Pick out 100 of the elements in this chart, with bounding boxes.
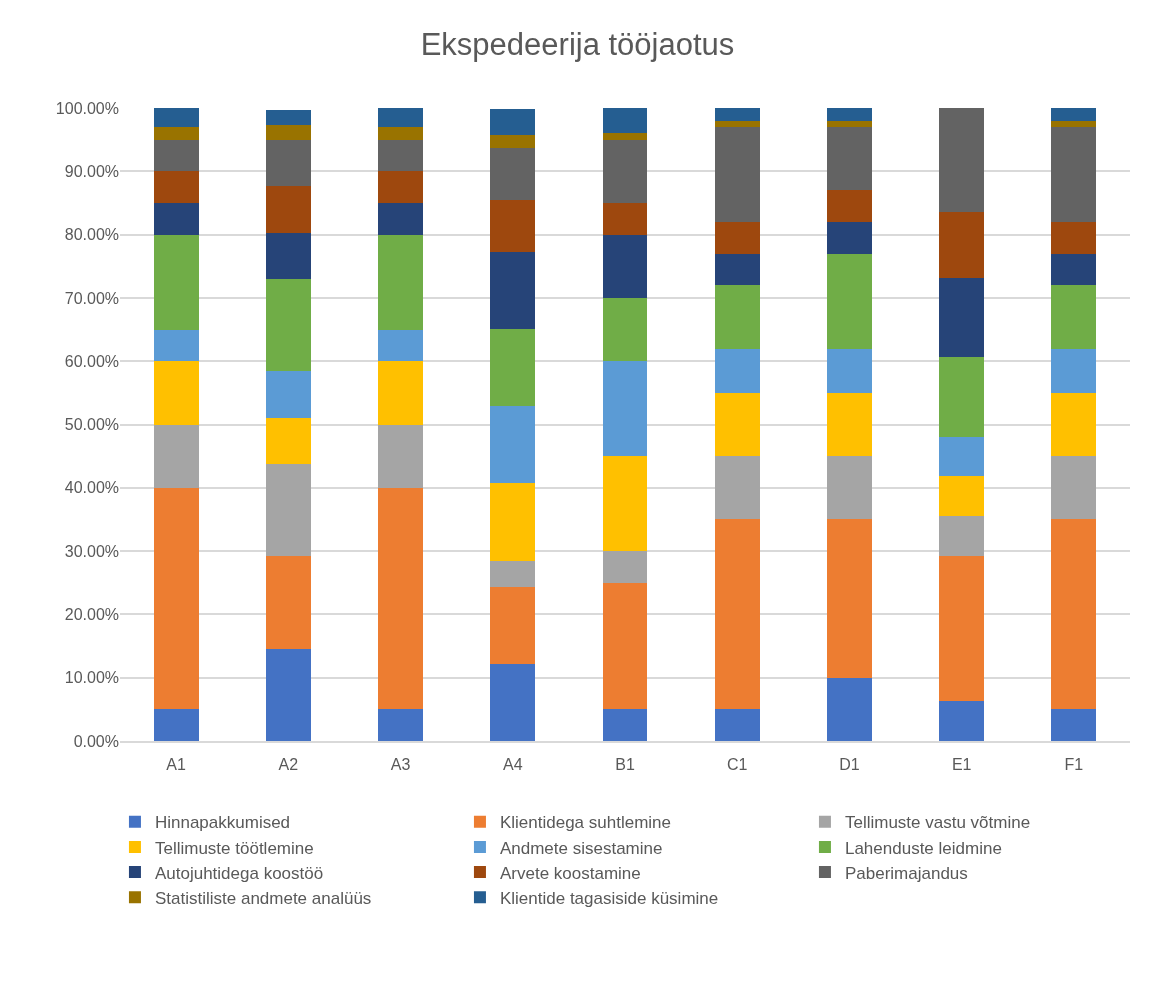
legend-label: Arvete koostamine — [499, 863, 641, 883]
bar — [1051, 519, 1097, 710]
bar — [714, 221, 760, 254]
bar — [490, 560, 536, 587]
bar — [378, 202, 423, 235]
y-tick-label: 0.00% — [73, 732, 119, 750]
bar — [827, 126, 872, 191]
x-tick-label: F1 — [1064, 755, 1084, 773]
bar — [153, 202, 199, 235]
legend-label: Klientide tagasiside küsimine — [499, 888, 719, 908]
bar — [602, 551, 648, 583]
bar — [490, 586, 536, 664]
bar — [265, 186, 311, 233]
bar — [265, 648, 311, 741]
legend-label: Tellimuste töötlemine — [154, 838, 314, 858]
bar — [1051, 120, 1097, 127]
bar — [827, 190, 872, 222]
y-tick-label: 40.00% — [64, 479, 119, 497]
bar — [153, 709, 199, 741]
bar — [602, 133, 648, 140]
bar — [827, 519, 872, 678]
bar — [714, 253, 760, 286]
bar — [714, 120, 760, 127]
x-tick-label: A1 — [166, 755, 186, 773]
bar — [265, 125, 311, 141]
bar — [1051, 108, 1097, 121]
legend-label: Paberimajandus — [844, 863, 968, 883]
bar — [602, 234, 648, 298]
bar — [714, 456, 760, 520]
bar — [714, 392, 760, 457]
bar — [153, 126, 199, 140]
legend-label: Hinnapakkumised — [154, 813, 291, 833]
bar — [490, 147, 536, 200]
bar — [265, 140, 311, 187]
bar — [714, 108, 760, 121]
bar — [939, 278, 985, 358]
bar — [153, 487, 199, 710]
bar — [602, 297, 648, 362]
bar — [265, 278, 311, 372]
y-tick-label: 80.00% — [64, 226, 119, 244]
bar — [1051, 221, 1097, 254]
bar — [714, 285, 760, 349]
bar — [1051, 253, 1097, 286]
bar — [1051, 456, 1097, 520]
bar — [827, 253, 872, 349]
bar — [1051, 392, 1097, 457]
bar — [602, 709, 648, 741]
bar — [490, 199, 536, 252]
bar — [490, 328, 536, 407]
bar — [602, 139, 648, 203]
legend-label: Autojuhtidega koostöö — [154, 863, 324, 883]
legend-label: Lahenduste leidmine — [844, 838, 1002, 858]
bar — [265, 109, 311, 126]
bar — [265, 463, 311, 557]
legend-label: Klientidega suhtlemine — [499, 813, 672, 833]
bar — [378, 171, 423, 203]
bar — [153, 329, 199, 362]
bar — [265, 417, 311, 464]
bar — [1051, 348, 1097, 393]
y-tick-label: 10.00% — [64, 669, 119, 687]
bar — [490, 251, 536, 329]
bar — [827, 348, 872, 393]
chart-title: Ekspedeerija tööjaotus — [420, 27, 735, 63]
bar — [827, 456, 872, 520]
bar — [827, 108, 872, 121]
bar — [939, 701, 985, 741]
bar — [153, 361, 199, 425]
bar — [827, 392, 872, 457]
x-tick-label: A4 — [502, 755, 523, 773]
bar — [714, 348, 760, 393]
bar — [602, 582, 648, 710]
legend-label: Statistiliste andmete analüüs — [154, 888, 372, 908]
y-tick-label: 30.00% — [64, 542, 119, 560]
bar — [602, 108, 648, 134]
bar — [939, 108, 985, 213]
bar — [153, 108, 199, 127]
bar — [602, 202, 648, 235]
bar — [378, 424, 423, 488]
bar — [939, 436, 985, 477]
bar — [490, 406, 536, 484]
bar — [378, 108, 423, 127]
legend-label: Andmete sisestamine — [499, 838, 663, 858]
y-tick-label: 90.00% — [64, 162, 119, 180]
y-tick-label: 100.00% — [55, 99, 119, 117]
bar — [602, 361, 648, 457]
bar — [602, 456, 648, 552]
bar — [378, 329, 423, 362]
bar — [939, 516, 985, 557]
bar — [827, 677, 872, 741]
bar — [939, 357, 985, 437]
bar — [378, 126, 423, 140]
x-tick-label: C1 — [726, 755, 748, 773]
x-tick-label: A2 — [278, 755, 299, 773]
bar — [378, 361, 423, 425]
x-tick-label: B1 — [615, 755, 635, 773]
x-tick-label: E1 — [951, 755, 972, 773]
x-tick-label: D1 — [839, 755, 860, 773]
bar — [1051, 285, 1097, 349]
bar — [153, 424, 199, 488]
bar — [378, 139, 423, 172]
